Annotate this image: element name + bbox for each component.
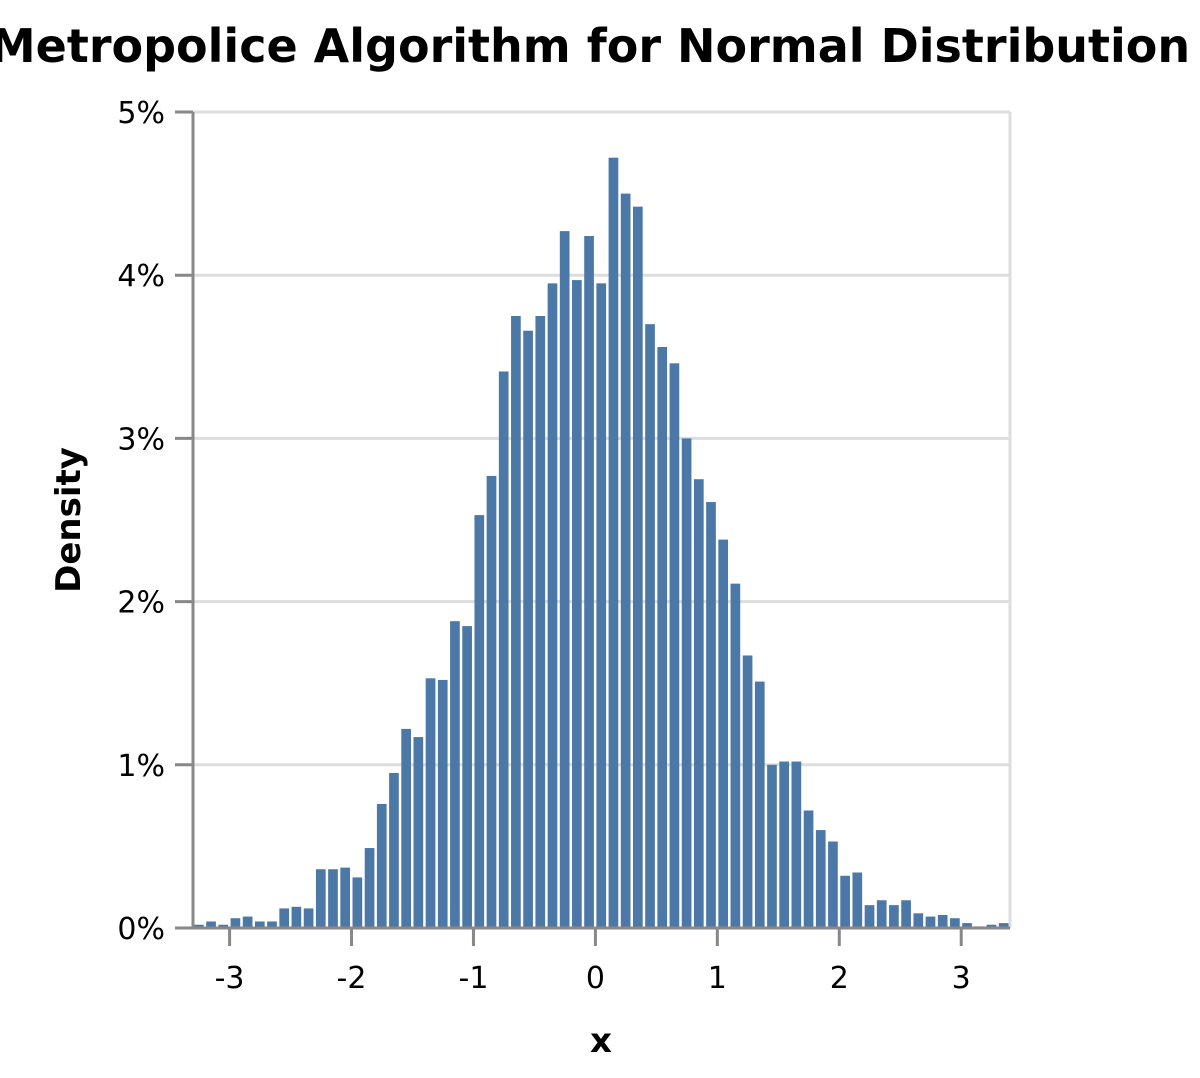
x-tick-label: 3: [952, 961, 971, 996]
y-tick-label: 4%: [117, 259, 165, 294]
x-tick-label: -3: [215, 961, 245, 996]
y-tick-label: 5%: [117, 96, 165, 131]
histogram-bar: [718, 539, 729, 928]
histogram-bar: [596, 283, 607, 928]
histogram-bar: [779, 761, 790, 928]
histogram-bar: [511, 316, 521, 928]
histogram-bar: [303, 908, 314, 928]
histogram-bar: [840, 875, 850, 928]
histogram-bar: [242, 916, 253, 928]
histogram-bar: [730, 583, 741, 928]
histogram-bar: [632, 206, 643, 928]
histogram-bar: [864, 905, 875, 928]
histogram-bar: [450, 621, 460, 928]
histogram-bar: [828, 841, 838, 928]
histogram-bar: [523, 330, 533, 928]
histogram-bar: [474, 515, 485, 928]
histogram-bar: [486, 475, 497, 928]
histogram-bar: [376, 803, 387, 928]
x-tick-label: -1: [459, 961, 489, 996]
bars: [194, 157, 1009, 929]
histogram-bar: [889, 905, 899, 928]
histogram-bar: [254, 921, 265, 928]
histogram-bar: [413, 737, 424, 928]
histogram-bar: [584, 236, 594, 929]
histogram-bar: [364, 848, 375, 928]
histogram-bar: [291, 906, 302, 928]
histogram-bar: [559, 231, 570, 929]
histogram-bar: [218, 924, 229, 928]
histogram-bar: [572, 280, 582, 928]
histogram-bar: [194, 924, 204, 928]
y-tick-label: 3%: [117, 422, 165, 457]
histogram-bar: [962, 923, 972, 928]
histogram-bar: [681, 438, 692, 928]
histogram-bar: [328, 869, 338, 928]
histogram-bar: [742, 655, 753, 928]
histogram-bar: [950, 918, 960, 928]
histogram-bar: [352, 877, 363, 928]
histogram-bar: [340, 867, 351, 928]
histogram-bar: [498, 371, 509, 928]
histogram-bar: [279, 908, 290, 928]
x-tick-label: 0: [586, 961, 605, 996]
histogram-bar: [876, 900, 887, 928]
histogram-bar: [913, 913, 924, 928]
histogram-bar: [657, 347, 668, 928]
histogram-bar: [535, 316, 546, 928]
histogram-bar: [754, 681, 765, 928]
x-tick-label: 1: [708, 961, 727, 996]
histogram-bar: [815, 830, 826, 928]
x-tick-label: 2: [830, 961, 849, 996]
histogram-bar: [937, 914, 948, 928]
histogram-bar: [620, 193, 631, 929]
x-tick-label: -2: [337, 961, 367, 996]
histogram-bar: [998, 923, 1009, 928]
y-tick-label: 2%: [117, 586, 165, 621]
histogram-bar: [901, 900, 911, 928]
histogram-bar: [767, 764, 777, 928]
histogram-bar: [206, 921, 216, 928]
histogram-bar: [852, 872, 863, 928]
histogram-bar: [547, 283, 558, 928]
x-axis-label: x: [590, 1021, 612, 1061]
histogram-bar: [462, 626, 472, 928]
histogram-bar: [230, 918, 241, 928]
histogram-bar: [925, 916, 936, 928]
histogram-bar: [608, 157, 619, 929]
histogram-bar: [425, 678, 436, 928]
histogram-bar: [986, 924, 997, 928]
y-tick-label: 1%: [117, 749, 165, 784]
chart-title: Metropolice Algorithm for Normal Distrib…: [0, 19, 1190, 73]
histogram-bar: [669, 363, 680, 928]
histogram-bar: [645, 324, 655, 928]
histogram-bar: [401, 728, 411, 928]
axes: 0% 1% 2% 3% 4% 5% -3 -2 -1 0 1 2 3: [117, 96, 1010, 996]
histogram-bar: [803, 810, 814, 928]
histogram-bar: [315, 869, 326, 928]
histogram-bar: [267, 921, 277, 928]
histogram-bar: [706, 502, 716, 928]
y-axis-label: Density: [49, 447, 89, 593]
histogram-bar: [389, 772, 399, 928]
histogram-bar: [437, 679, 448, 928]
y-tick-label: 0%: [117, 912, 165, 947]
histogram-bar: [693, 479, 704, 928]
histogram-bar: [791, 761, 802, 928]
